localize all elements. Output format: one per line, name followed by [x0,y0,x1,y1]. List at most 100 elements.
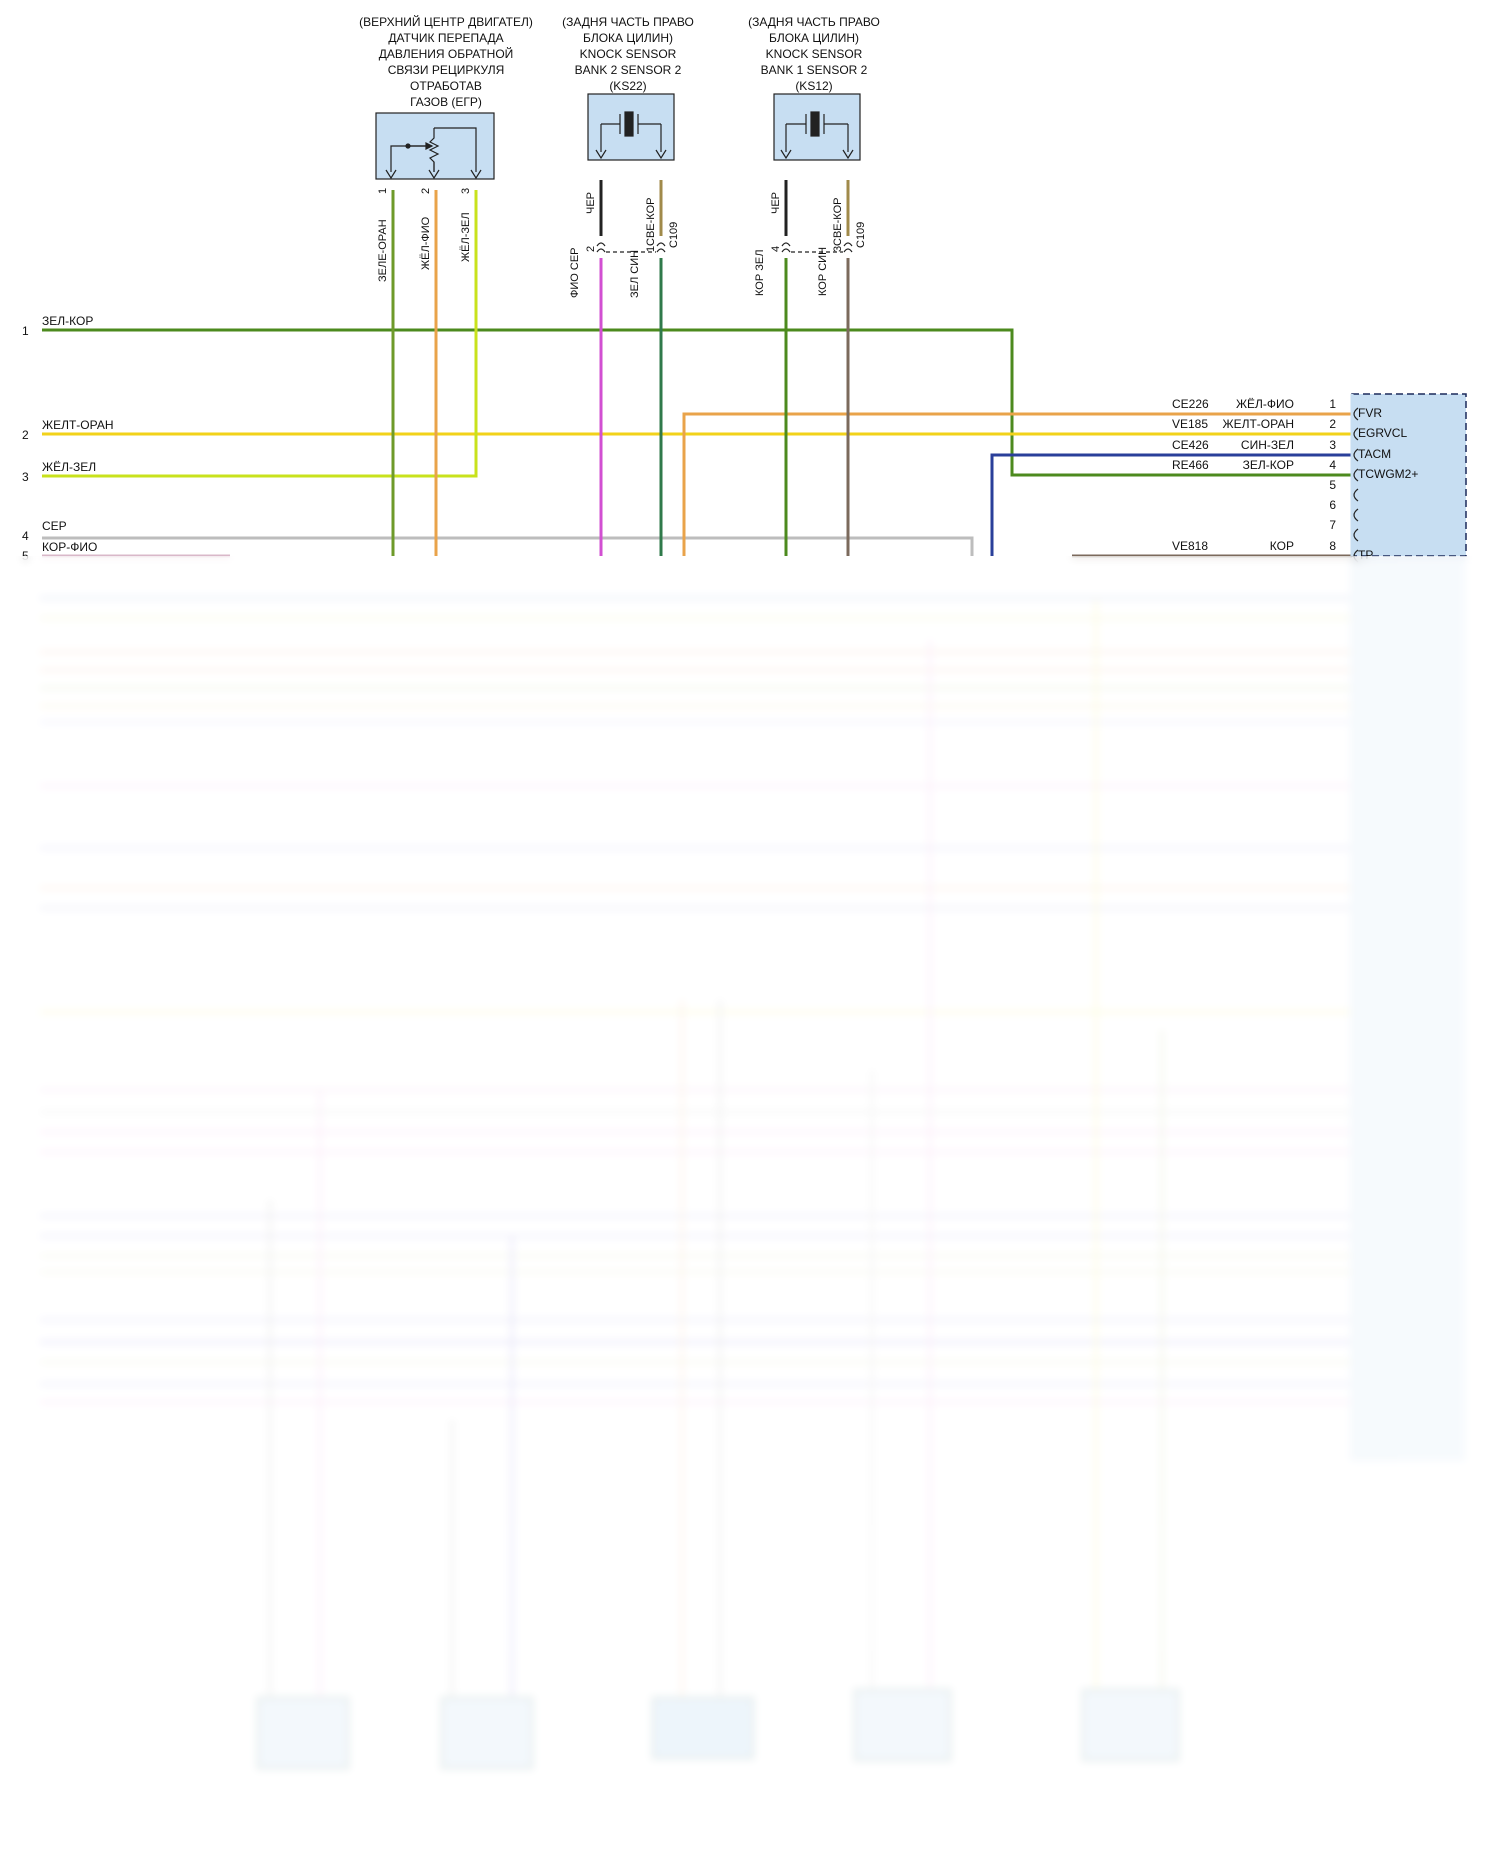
ks22-label-line-1: (ЗАДНЯ ЧАСТЬ ПРАВО [562,15,694,29]
egr-label-line-2: ДАТЧИК ПЕРЕПАДА [388,31,503,45]
egr-label-line-4: СВЯЗИ РЕЦИРКУЛЯ [388,63,505,77]
left-wire-label-1: ЗЕЛ-КОР [42,314,93,328]
pcm-circuit-code: VE185 [1172,417,1208,431]
blurred-lower-diagram [40,556,1465,1770]
pcm-circuit-code: CE426 [1172,438,1209,452]
pcm-body [1351,393,1467,557]
ks22-connector-symbol [596,242,666,253]
ks22-label-line-4: BANK 2 SENSOR 2 [575,63,682,77]
left-wire-num-2: 2 [22,428,29,442]
pcm-row-3: CE426 СИН-ЗЕЛ 3 TACM [1172,438,1391,461]
wire-sin-zel [990,453,1352,556]
left-wire-num-5: 5 [22,549,29,563]
wire-ser [42,536,974,556]
pcm-wire-color: СИН-ЗЕЛ [1241,438,1294,452]
ks22-label-line-2: БЛОКА ЦИЛИН) [583,31,673,45]
pcm-pin-number: 7 [1329,518,1336,532]
ks22-lower-wire-2: ЗЕЛ СИН [629,250,641,298]
pcm-row-1: CE226 ЖЁЛ-ФИО 1 FVR [1172,397,1382,420]
ks22-wire-black: ЧЕР [585,192,597,214]
pcm-pin-number: 3 [1329,438,1336,452]
pcm-row-5: 5 [1329,478,1336,492]
wire-zhel-fio-pcm [682,412,1352,556]
lower-sensor-3 [651,1696,755,1760]
lower-sensor-4 [853,1688,952,1762]
pcm-wire-color: ЖЕЛТ-ОРАН [1223,417,1295,431]
egr-pin-3: 3 [460,188,472,194]
pcm-circuit-code: VE818 [1172,539,1208,553]
pcm-lower-body [1350,556,1465,1461]
knock-crystal-icon [595,111,667,160]
pcm-signal: TCWGM2+ [1358,467,1418,481]
pcm-pin-number: 2 [1329,417,1336,431]
left-wire-label-5: КОР-ФИО [42,540,97,554]
pcm-circuit-code: CE226 [1172,397,1209,411]
knock-sensor-bank2: (ЗАДНЯ ЧАСТЬ ПРАВО БЛОКА ЦИЛИН) KNOCK SE… [562,15,694,298]
egr-pin-1: 1 [377,188,389,194]
lower-sensor-2 [440,1696,534,1770]
pcm-pin-number: 1 [1329,397,1336,411]
pcm-pin-number: 4 [1329,458,1336,472]
ks22-lower-wire-labels: ФИО СЕР ЗЕЛ СИН [569,248,641,299]
ks12-upper-wire-labels: ЧЕР СВЕ-КОР 4 3 C109 [770,192,867,252]
pcm-row-6: 6 [1329,498,1336,512]
ks12-pin-3: 3 [832,246,844,252]
ks22-label-line-3: KNOCK SENSOR [580,47,677,61]
pcm-signal: FVR [1358,406,1382,420]
left-wire-label-2: ЖЕЛТ-ОРАН [42,418,114,432]
pcm-pin-number: 8 [1329,539,1336,553]
pcm-row-4: RE466 ЗЕЛ-КОР 4 TCWGM2+ [1172,458,1418,481]
ks12-label-line-5: (KS12) [795,79,832,93]
ks12-lower-wire-labels: КОР ЗЕЛ КОР СИН [754,247,829,296]
ks22-label-line-5: (KS22) [609,79,646,93]
lower-sensor-1 [256,1696,350,1770]
left-wire-num-1: 1 [22,324,29,338]
wires [42,180,1352,558]
ks12-label-line-1: (ЗАДНЯ ЧАСТЬ ПРАВО [748,15,880,29]
pcm-signal: EGRVCL [1358,426,1407,440]
ks12-pin-4: 4 [770,246,782,252]
pcm-signal: TACM [1358,447,1391,461]
lower-sensor-5 [1081,1688,1180,1762]
egr-pin-2: 2 [420,188,432,194]
ks22-lower-wire-1: ФИО СЕР [569,248,581,299]
ks22-pin-2: 2 [585,246,597,252]
egr-wire-labels: ЗЕЛЕ-ОРАН ЖЁЛ-ФИО ЖЁЛ-ЗЕЛ [377,212,472,282]
left-wire-num-3: 3 [22,470,29,484]
egr-pressure-sensor: (ВЕРХНИЙ ЦЕНТР ДВИГАТЕЛ) ДАТЧИК ПЕРЕПАДА… [359,14,533,282]
left-wire-labels: 1 ЗЕЛ-КОР 2 ЖЕЛТ-ОРАН 3 ЖЁЛ-ЗЕЛ 4 СЕР 5 … [22,314,114,563]
ks12-lower-wire-1: КОР ЗЕЛ [754,250,766,296]
ks12-lower-wire-2: КОР СИН [817,247,829,296]
pcm-connector: CE226 ЖЁЛ-ФИО 1 FVR VE185 ЖЕЛТ-ОРАН 2 EG… [1172,393,1467,563]
knock-sensor-bank1: (ЗАДНЯ ЧАСТЬ ПРАВО БЛОКА ЦИЛИН) KNOCK SE… [748,15,880,296]
left-wire-label-4: СЕР [42,519,67,533]
ks12-connector: C109 [855,222,867,248]
ks12-connector-symbol [781,242,853,253]
pcm-row-7: 7 [1329,518,1336,532]
ks22-wire-sve-kor: СВЕ-КОР [645,198,657,246]
pcm-wire-color: ЗЕЛ-КОР [1243,458,1294,472]
ks12-label-line-4: BANK 1 SENSOR 2 [761,63,868,77]
ks12-label-line-2: БЛОКА ЦИЛИН) [769,31,859,45]
left-wire-num-4: 4 [22,529,29,543]
potentiometer-icon [385,127,482,180]
ks12-wire-black: ЧЕР [770,192,782,214]
pcm-pin-number: 6 [1329,498,1336,512]
pcm-row-8: VE818 КОР 8 TP [1172,539,1373,562]
ks12-label-line-3: KNOCK SENSOR [766,47,863,61]
egr-label-line-6: ГАЗОВ (ЕГР) [410,95,482,109]
pcm-pin-number: 5 [1329,478,1336,492]
ks22-connector: C109 [668,222,680,248]
pcm-circuit-code: RE466 [1172,458,1209,472]
pcm-signal: TP [1358,548,1373,562]
egr-label-line-5: ОТРАБОТАВ [410,79,482,93]
egr-wire-label-3: ЖЁЛ-ЗЕЛ [460,212,472,262]
wire-zhel-zel [42,190,478,478]
knock-crystal-icon [780,111,854,160]
egr-wire-label-1: ЗЕЛЕ-ОРАН [377,219,389,282]
ks22-pin-1: 1 [645,246,657,252]
left-wire-label-3: ЖЁЛ-ЗЕЛ [42,460,96,474]
egr-label-line-3: ДАВЛЕНИЯ ОБРАТНОЙ [379,46,514,61]
wire-zel-kor [42,328,1352,477]
